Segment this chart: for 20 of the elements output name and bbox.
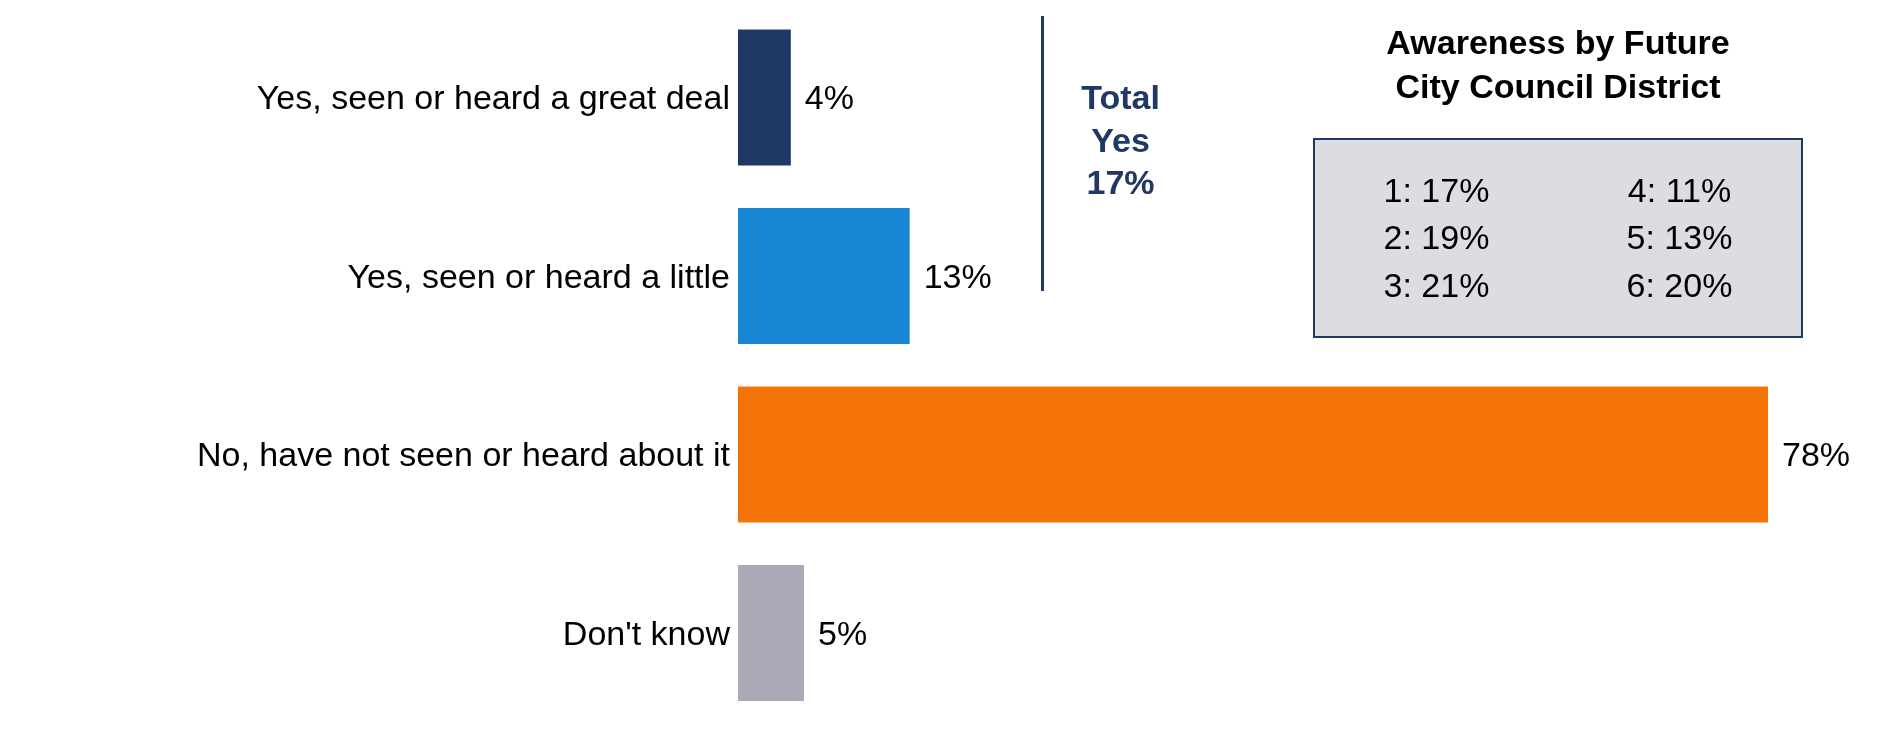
bar: [738, 207, 910, 344]
y-tick-label: No, have not seen or heard about it: [196, 435, 731, 474]
annotation: 3: 21%: [1382, 264, 1491, 306]
annotation: 1: 17%: [1382, 169, 1491, 211]
y-tick-label: Yes, seen or heard a great deal: [256, 78, 730, 117]
bar: [738, 29, 791, 166]
data-label: 4%: [804, 78, 854, 117]
annotation: 4: 11%: [1626, 169, 1733, 211]
annotation: 2: 19%: [1382, 217, 1491, 259]
bar: [738, 386, 1768, 523]
annotation: 6: 20%: [1625, 264, 1734, 306]
data-label: 78%: [1782, 435, 1851, 474]
annotation: Total Yes 17%: [1080, 77, 1161, 203]
bar: [738, 564, 805, 701]
annotation: Awareness by Future City Council District: [1385, 22, 1731, 108]
data-label: 13%: [923, 256, 992, 295]
annotation: 5: 13%: [1625, 217, 1734, 259]
y-tick-label: Don't know: [562, 613, 731, 652]
y-tick-label: Yes, seen or heard a little: [347, 256, 730, 295]
data-label: 5%: [818, 613, 868, 652]
